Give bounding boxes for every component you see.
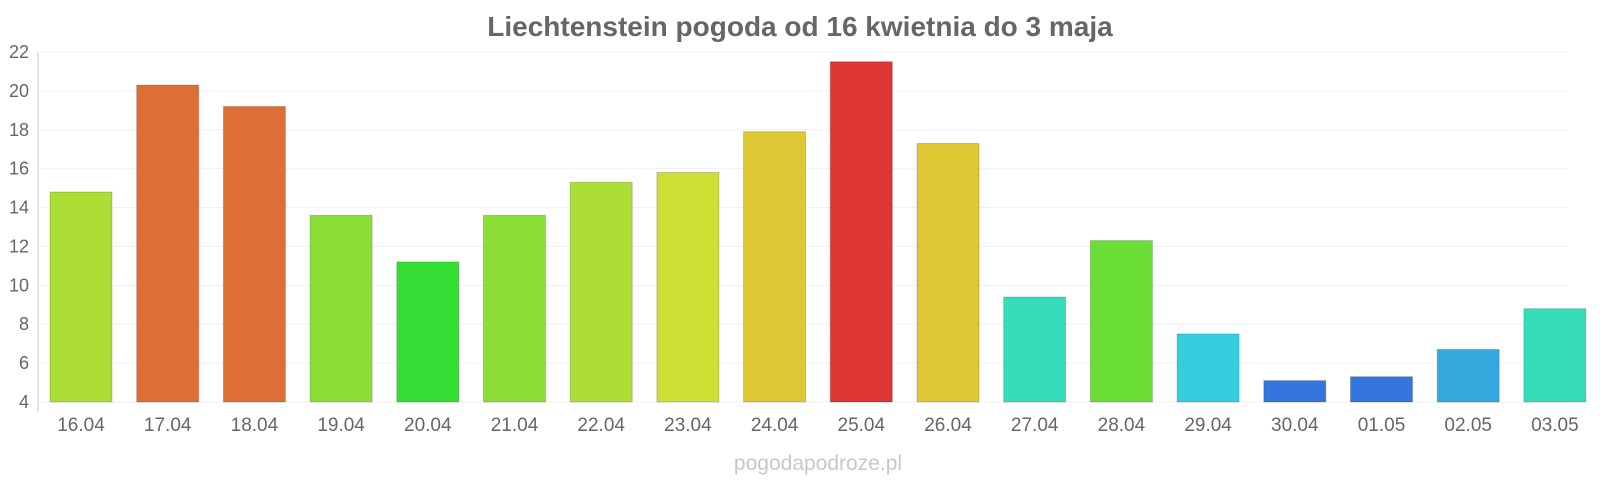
bar — [829, 61, 893, 403]
bar — [1089, 240, 1153, 403]
y-axis-ticks: 4 6 8 10 12 14 16 18 20 22 — [9, 42, 29, 412]
y-tick-label: 6 — [19, 353, 29, 373]
x-tick-label: 29.04 — [1184, 415, 1232, 436]
source-watermark: pogodapodroze.pl — [734, 452, 902, 475]
y-tick-label: 8 — [19, 314, 29, 334]
y-tick-label: 12 — [9, 236, 29, 256]
x-tick-label: 28.04 — [1098, 415, 1146, 436]
bar — [1003, 296, 1067, 403]
y-tick-label: 16 — [9, 159, 29, 179]
x-tick-label: 26.04 — [924, 415, 972, 436]
bar — [1263, 380, 1327, 403]
x-tick-label: 25.04 — [838, 415, 886, 436]
bar — [1350, 376, 1413, 403]
x-tick-label: 30.04 — [1271, 415, 1319, 436]
bar — [1436, 349, 1500, 403]
x-tick-label: 03.05 — [1531, 415, 1579, 436]
x-tick-label: 21.04 — [491, 415, 539, 436]
x-tick-label: 01.05 — [1358, 415, 1406, 436]
bar — [743, 131, 807, 403]
y-tick-label: 20 — [9, 81, 29, 101]
bar — [483, 214, 546, 403]
chart-title: Liechtenstein pogoda od 16 kwietnia do 3… — [487, 11, 1113, 42]
bar — [222, 105, 286, 403]
x-tick-label: 23.04 — [664, 415, 712, 436]
bars — [49, 61, 1587, 403]
x-tick-label: 19.04 — [317, 415, 365, 436]
bar — [49, 191, 113, 403]
x-tick-label: 22.04 — [577, 415, 625, 436]
x-tick-label: 02.05 — [1444, 415, 1492, 436]
x-tick-label: 17.04 — [144, 415, 192, 436]
bar — [396, 261, 460, 403]
bar — [569, 181, 633, 403]
x-tick-label: 20.04 — [404, 415, 452, 436]
bar — [916, 142, 980, 403]
x-tick-label: 18.04 — [231, 415, 279, 436]
y-tick-label: 18 — [9, 120, 29, 140]
bar — [656, 172, 720, 403]
bar — [136, 84, 200, 403]
bar — [1523, 308, 1587, 403]
y-tick-label: 22 — [9, 42, 29, 62]
bar — [1176, 333, 1240, 403]
bar — [309, 214, 373, 403]
y-tick-label: 14 — [9, 198, 29, 218]
y-tick-label: 4 — [19, 392, 29, 412]
x-tick-label: 27.04 — [1011, 415, 1059, 436]
x-tick-label: 24.04 — [751, 415, 799, 436]
y-tick-label: 10 — [9, 275, 29, 295]
x-tick-label: 16.04 — [57, 415, 105, 436]
x-axis-ticks: 16.04 17.04 18.04 19.04 20.04 21.04 22.04 23.04… — [57, 415, 1578, 436]
